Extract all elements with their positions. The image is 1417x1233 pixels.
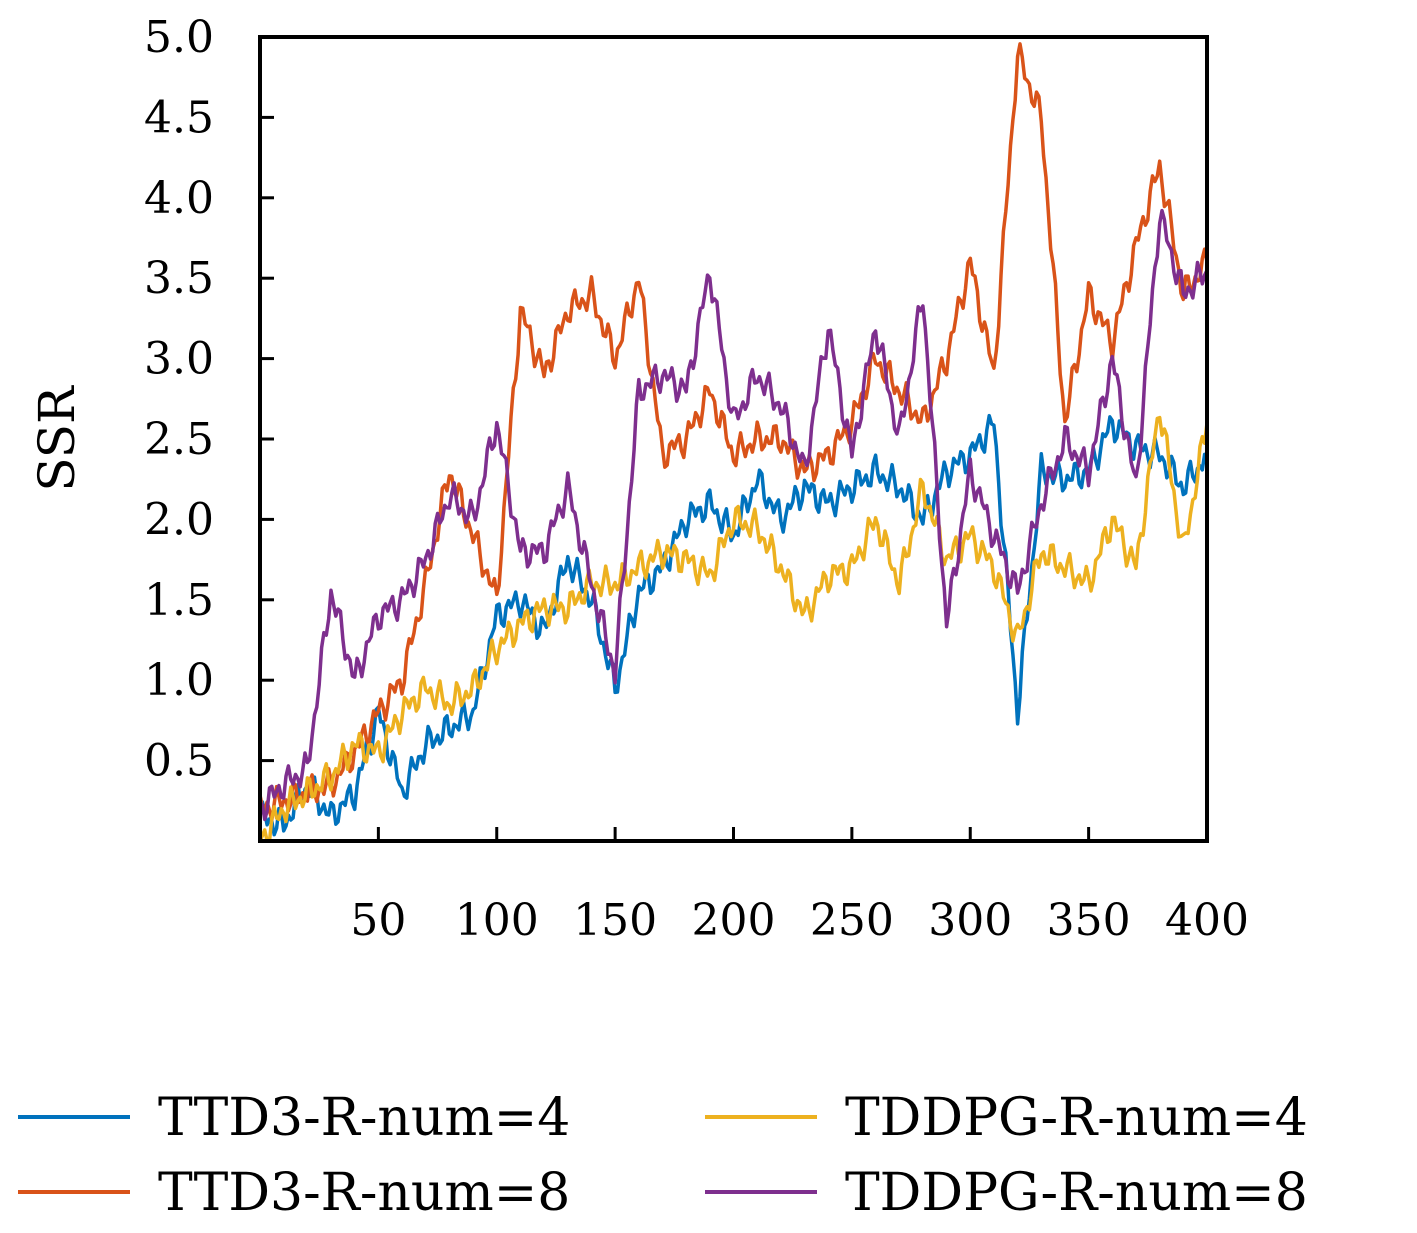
y-axis: 0.5 1.0 1.5 2.0 2.5 3.0 3.5 4.0 4.5 5.0 — [144, 12, 274, 787]
y-tick-label: 4.0 — [144, 173, 214, 224]
legend-label: TDDPG-R-num=8 — [845, 1163, 1308, 1223]
legend-label: TDDPG-R-num=4 — [845, 1088, 1308, 1148]
x-tick-label: 200 — [692, 895, 776, 946]
x-tick-label: 100 — [455, 895, 539, 946]
x-tick-label: 350 — [1047, 895, 1131, 946]
y-tick-label: 0.5 — [144, 736, 214, 787]
x-tick-label: 300 — [928, 895, 1012, 946]
y-tick-label: 2.0 — [144, 494, 214, 545]
x-tick-label: 50 — [350, 895, 406, 946]
y-tick-label: 2.5 — [144, 414, 214, 465]
x-tick-label: 400 — [1165, 895, 1249, 946]
series-line-3 — [258, 415, 1209, 843]
series-line-4 — [258, 208, 1209, 822]
y-tick-label: 3.0 — [144, 334, 214, 385]
y-tick-label: 1.5 — [144, 575, 214, 626]
y-tick-label: 1.0 — [144, 655, 214, 706]
y-axis-title: SSR — [28, 385, 86, 492]
x-tick-label: 250 — [810, 895, 894, 946]
legend-label: TTD3-R-num=4 — [158, 1088, 570, 1148]
legend-label: TTD3-R-num=8 — [158, 1163, 570, 1223]
x-axis: 50 100 150 200 250 300 350 400 — [350, 827, 1249, 946]
y-tick-label: 4.5 — [144, 92, 214, 143]
legend: TTD3-R-num=4 TTD3-R-num=8 TDDPG-R-num=4 TDD… — [18, 1088, 1308, 1223]
y-tick-label: 3.5 — [144, 253, 214, 304]
series-line-2 — [258, 42, 1209, 822]
series-layer — [258, 42, 1209, 843]
y-tick-label: 5.0 — [144, 12, 214, 63]
x-tick-label: 150 — [573, 895, 657, 946]
